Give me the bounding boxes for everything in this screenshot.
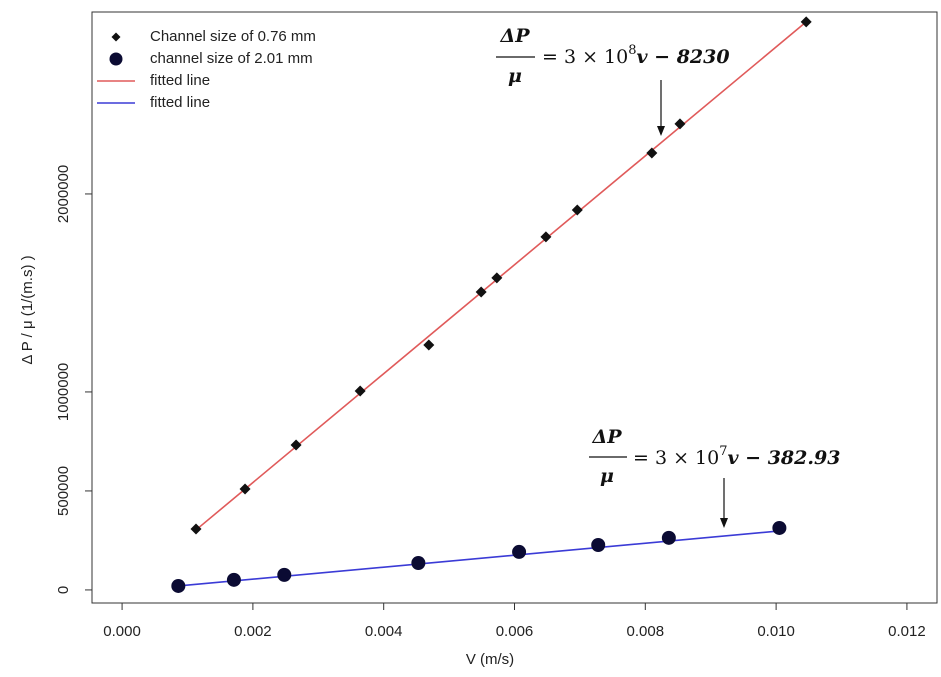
circle-point: [512, 544, 527, 559]
equation-numerator: ΔP: [499, 25, 530, 47]
y-axis-label: Δ P / μ (1/(m.s) ): [19, 255, 36, 364]
y-tick-label: 0: [55, 586, 72, 594]
circle-point: [591, 537, 606, 552]
diamond-point: [540, 231, 552, 243]
legend-label: Channel size of 0.76 mm: [150, 28, 316, 45]
circle-point: [171, 578, 186, 593]
rhs: = 3 × 10: [633, 447, 719, 469]
x-tick-label: 0.006: [496, 623, 534, 640]
diamond-point: [290, 439, 302, 451]
circle-point: [226, 572, 241, 587]
diamond-point: [423, 339, 435, 351]
equation-rhs: = 3 × 107v − 382.93: [633, 444, 840, 470]
diamond-point: [800, 16, 812, 28]
diamond-point: [674, 118, 686, 130]
diamond-point: [190, 523, 202, 535]
rhs-tail: v − 8230: [637, 46, 730, 68]
legend-label: fitted line: [150, 72, 210, 89]
fitted-line: [178, 530, 780, 587]
legend-marker: [109, 52, 123, 66]
annotation: ΔP μ = 3 × 107v − 382.93: [589, 426, 840, 528]
equation-rhs: = 3 × 108v − 8230: [542, 43, 730, 69]
diamond-point: [475, 286, 487, 298]
power: 7: [719, 444, 727, 459]
diamond-point: [239, 483, 251, 495]
power: 8: [628, 43, 636, 58]
x-tick-label: 0.010: [757, 623, 795, 640]
legend-label: fitted line: [150, 94, 210, 111]
rhs: = 3 × 10: [542, 46, 628, 68]
circle-point: [411, 556, 426, 571]
diamond-point: [646, 147, 658, 159]
legend-label: channel size of 2.01 mm: [150, 50, 313, 67]
legend-marker: [111, 32, 121, 42]
annotation: ΔP μ = 3 × 108v − 8230: [496, 25, 730, 136]
x-axis-label: V (m/s): [466, 651, 514, 668]
diamond-point: [491, 272, 503, 284]
plot-frame: [91, 11, 938, 604]
circle-point: [772, 520, 787, 535]
y-tick-label: 500000: [55, 466, 72, 516]
x-tick-label: 0.002: [234, 623, 272, 640]
y-tick-label: 1000000: [55, 363, 72, 421]
circle-point: [277, 567, 292, 582]
x-tick-label: 0.008: [627, 623, 665, 640]
arrow-head: [657, 126, 665, 136]
x-tick-label: 0.004: [365, 623, 403, 640]
circle-point: [661, 530, 676, 545]
x-tick-label: 0.012: [888, 623, 926, 640]
equation-denominator: μ: [600, 465, 614, 487]
equation-denominator: μ: [508, 65, 522, 87]
equation-numerator: ΔP: [591, 426, 622, 448]
x-tick-label: 0.000: [103, 623, 141, 640]
diamond-point: [354, 385, 366, 397]
diamond-point: [571, 204, 583, 216]
arrow-head: [720, 518, 728, 528]
y-tick-label: 2000000: [55, 165, 72, 223]
rhs-tail: v − 382.93: [728, 447, 841, 469]
